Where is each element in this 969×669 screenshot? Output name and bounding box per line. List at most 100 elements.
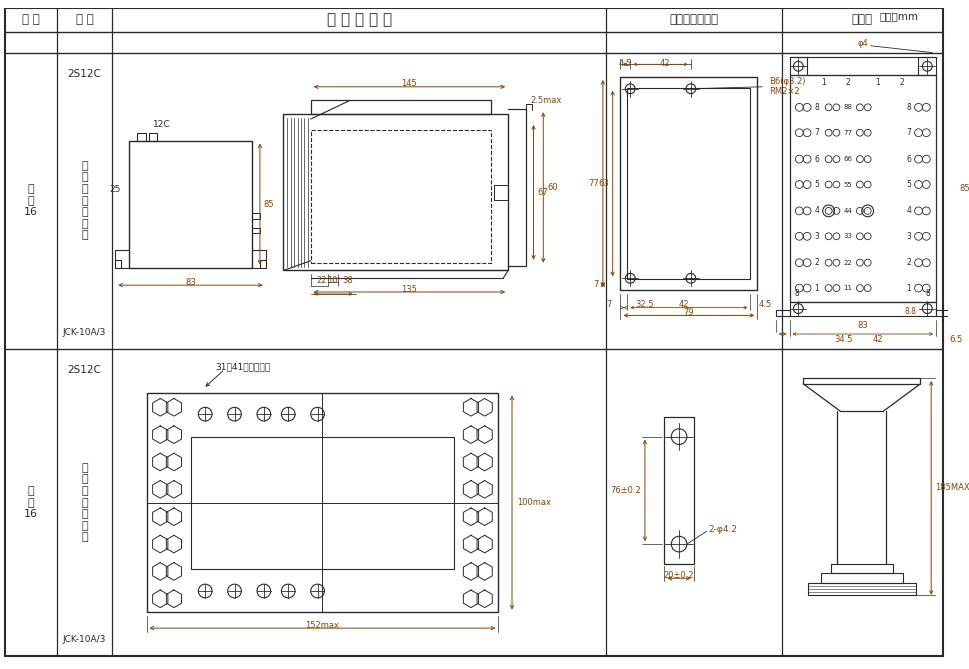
Text: 4.5: 4.5 <box>758 300 771 309</box>
Text: 3: 3 <box>814 231 819 241</box>
Bar <box>310 130 490 263</box>
Text: JCK-10A/3: JCK-10A/3 <box>63 636 106 644</box>
Text: 1: 1 <box>905 284 910 292</box>
Text: 6: 6 <box>905 155 910 164</box>
Text: 2: 2 <box>845 78 850 88</box>
Text: 1: 1 <box>821 78 826 88</box>
Text: 25: 25 <box>109 185 121 194</box>
Text: B6(φ3.2): B6(φ3.2) <box>768 78 804 86</box>
Text: 2: 2 <box>898 78 903 88</box>
Bar <box>789 302 935 316</box>
Text: 42: 42 <box>659 59 669 68</box>
Text: 152max: 152max <box>305 621 339 630</box>
Text: 结 构: 结 构 <box>76 13 93 26</box>
Text: 8.8: 8.8 <box>904 307 916 316</box>
Text: 135: 135 <box>401 284 417 294</box>
Text: 2-φ4.2: 2-φ4.2 <box>707 525 736 534</box>
Bar <box>935 310 949 316</box>
Text: 8: 8 <box>814 103 819 112</box>
Text: 8: 8 <box>925 290 929 298</box>
Text: 2: 2 <box>814 258 819 267</box>
Text: 安装开孔尺寸图: 安装开孔尺寸图 <box>669 13 717 26</box>
Text: RM2×2: RM2×2 <box>768 87 798 96</box>
Bar <box>310 100 490 114</box>
Text: 83: 83 <box>857 320 867 330</box>
Text: 83: 83 <box>185 278 196 287</box>
Text: 图 号: 图 号 <box>22 13 40 26</box>
Text: 7: 7 <box>814 128 819 137</box>
Text: 5: 5 <box>905 180 910 189</box>
Text: 63: 63 <box>597 179 609 188</box>
Bar <box>190 437 453 569</box>
Bar <box>802 378 920 384</box>
Text: 100max: 100max <box>516 498 550 507</box>
Text: 6.5: 6.5 <box>948 335 961 345</box>
Text: 33: 33 <box>843 233 852 240</box>
Text: 附
图
16: 附 图 16 <box>24 184 38 217</box>
Text: 4: 4 <box>814 207 819 215</box>
Text: 85: 85 <box>958 184 969 193</box>
Text: 22: 22 <box>316 276 327 285</box>
Bar <box>620 77 757 290</box>
Text: 2S12C: 2S12C <box>68 365 102 375</box>
Text: 2.5max: 2.5max <box>530 96 561 105</box>
Text: 42: 42 <box>871 335 882 345</box>
Text: 8: 8 <box>795 290 798 298</box>
Bar <box>807 583 915 595</box>
Text: 6: 6 <box>814 155 819 164</box>
Text: 85: 85 <box>264 199 274 209</box>
Text: 88: 88 <box>843 104 852 110</box>
Text: 32.5: 32.5 <box>635 300 653 309</box>
Text: 79: 79 <box>683 308 694 317</box>
Text: 7: 7 <box>593 280 599 289</box>
Text: 42: 42 <box>678 300 689 309</box>
Text: 7: 7 <box>905 128 910 137</box>
Text: 2: 2 <box>905 258 910 267</box>
Bar <box>627 88 750 279</box>
Text: 145: 145 <box>401 80 417 88</box>
Text: 附
图
16: 附 图 16 <box>24 486 38 519</box>
Text: 外 形 尺 寸 图: 外 形 尺 寸 图 <box>327 12 391 27</box>
Text: 66: 66 <box>843 156 852 162</box>
Text: 20±0.2: 20±0.2 <box>663 571 694 580</box>
Text: 2S12C: 2S12C <box>68 69 102 79</box>
Text: 1: 1 <box>814 284 819 292</box>
Text: 31、41为电流端子: 31、41为电流端子 <box>215 363 269 372</box>
Text: 60: 60 <box>547 183 557 192</box>
Bar <box>829 564 892 573</box>
Text: 34.5: 34.5 <box>833 335 852 345</box>
Bar <box>775 310 789 316</box>
Text: 4.5: 4.5 <box>618 59 631 68</box>
Text: 7: 7 <box>606 300 610 309</box>
Text: 单位：mm: 单位：mm <box>879 11 918 21</box>
Text: 11: 11 <box>843 285 852 291</box>
Bar <box>129 140 252 268</box>
Text: 185MAX: 185MAX <box>934 484 969 492</box>
Text: φ4: φ4 <box>857 39 867 48</box>
Bar <box>283 114 508 270</box>
Bar <box>494 185 508 200</box>
Text: 5: 5 <box>814 180 819 189</box>
Bar <box>252 213 260 219</box>
Bar <box>137 132 145 140</box>
Text: 38: 38 <box>342 276 353 285</box>
Text: 1: 1 <box>874 78 879 88</box>
Text: 8: 8 <box>905 103 910 112</box>
Text: 10: 10 <box>327 276 337 285</box>
Text: 凸
出
式
板
后
接
线: 凸 出 式 板 后 接 线 <box>81 161 88 240</box>
Text: 端子图: 端子图 <box>851 13 872 26</box>
Bar <box>148 132 157 140</box>
Text: 44: 44 <box>843 208 852 214</box>
Text: 76±0.2: 76±0.2 <box>610 486 641 495</box>
Bar <box>789 75 935 302</box>
Text: 55: 55 <box>843 181 852 187</box>
Bar <box>789 58 935 75</box>
Text: 凸
出
式
板
前
接
线: 凸 出 式 板 前 接 线 <box>81 463 88 543</box>
Text: JCK-10A/3: JCK-10A/3 <box>63 328 106 337</box>
Text: 67: 67 <box>537 188 547 197</box>
Bar <box>252 227 260 233</box>
Bar <box>146 393 498 613</box>
Text: 3: 3 <box>905 231 910 241</box>
Text: 22: 22 <box>843 260 852 266</box>
Text: 4: 4 <box>905 207 910 215</box>
